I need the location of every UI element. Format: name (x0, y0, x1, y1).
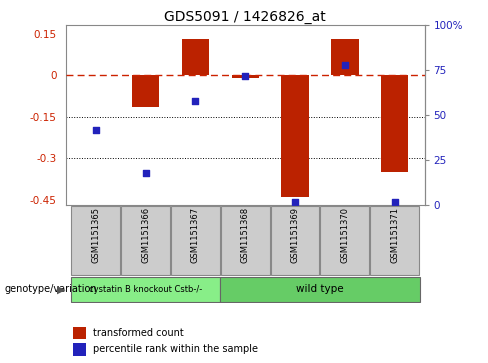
FancyBboxPatch shape (121, 206, 170, 275)
Text: percentile rank within the sample: percentile rank within the sample (93, 344, 258, 354)
Text: GSM1151367: GSM1151367 (191, 207, 200, 263)
Point (391, 199, 399, 204)
Text: genotype/variation: genotype/variation (5, 285, 98, 294)
FancyBboxPatch shape (370, 206, 419, 275)
Title: GDS5091 / 1426826_at: GDS5091 / 1426826_at (164, 11, 326, 24)
Text: GSM1151368: GSM1151368 (241, 207, 250, 263)
Text: GSM1151371: GSM1151371 (390, 207, 399, 263)
Bar (381, 75, 408, 172)
Point (341, 62, 349, 68)
Text: GSM1151366: GSM1151366 (141, 207, 150, 263)
Bar (331, 39, 359, 75)
Text: ▶: ▶ (57, 285, 65, 294)
Bar (73, 343, 86, 356)
FancyBboxPatch shape (271, 206, 320, 275)
Text: transformed count: transformed count (93, 328, 183, 338)
Point (191, 98, 199, 104)
Bar (132, 75, 159, 107)
Text: GSM1151370: GSM1151370 (340, 207, 349, 263)
Bar (282, 75, 309, 197)
Bar (182, 39, 209, 75)
Text: wild type: wild type (296, 285, 344, 294)
FancyBboxPatch shape (171, 206, 220, 275)
Point (242, 73, 249, 79)
Point (142, 170, 149, 176)
Bar (73, 327, 86, 339)
Point (92, 127, 100, 132)
FancyBboxPatch shape (321, 206, 369, 275)
Bar (231, 75, 259, 78)
FancyBboxPatch shape (220, 277, 420, 302)
FancyBboxPatch shape (221, 206, 270, 275)
Text: GSM1151365: GSM1151365 (91, 207, 100, 263)
FancyBboxPatch shape (71, 206, 120, 275)
Text: cystatin B knockout Cstb-/-: cystatin B knockout Cstb-/- (89, 285, 202, 294)
Text: GSM1151369: GSM1151369 (290, 207, 300, 263)
FancyBboxPatch shape (71, 277, 220, 302)
Point (291, 199, 299, 204)
